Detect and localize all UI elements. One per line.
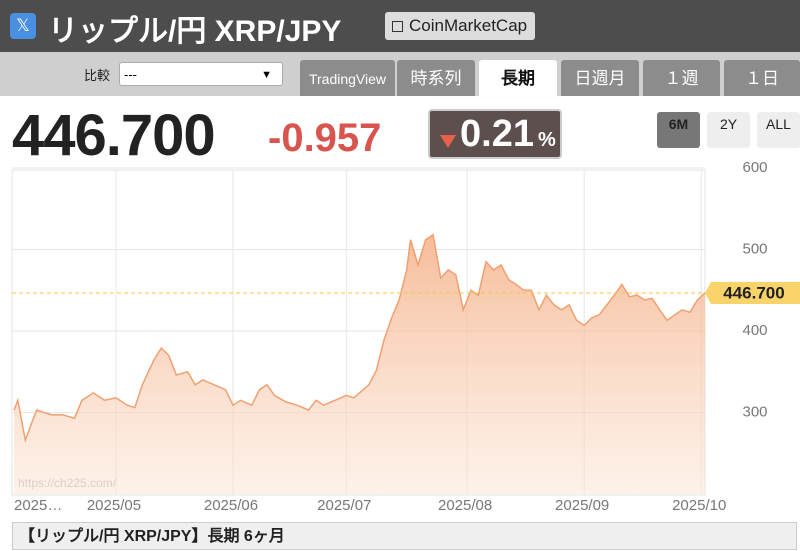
compare-label: 比較	[84, 68, 111, 83]
tab[interactable]: １週	[643, 60, 720, 96]
header: 𝕏 リップル/円 XRP/JPY CoinMarketCap	[0, 0, 800, 52]
tab[interactable]: 長期	[479, 60, 557, 96]
y-tick-label: 500	[742, 240, 767, 257]
y-tick-label: 600	[742, 159, 767, 176]
tab[interactable]: 日週月	[561, 60, 639, 96]
range-button[interactable]: ALL	[757, 112, 800, 148]
x-tick-label: 2025/08	[438, 497, 492, 514]
x-tick-label: 2025/10	[672, 497, 726, 514]
x-tick-label: 2025/09	[555, 497, 609, 514]
chart: 300 400 500 600 2025… 2025/05 2025/06 2025/07 20…	[11, 159, 800, 514]
range-button[interactable]: 2Y	[707, 112, 750, 148]
current-price-label: 446.700	[723, 283, 784, 302]
price: 446.700	[12, 103, 216, 168]
x-share-icon[interactable]: 𝕏	[10, 13, 36, 39]
x-tick-label: 2025…	[14, 497, 62, 514]
percent: 0.21	[460, 113, 534, 155]
range-button[interactable]: 6M	[657, 112, 700, 148]
y-tick-label: 300	[742, 403, 767, 420]
percent-unit: %	[538, 129, 556, 151]
compare-select[interactable]: ---	[119, 62, 283, 87]
tab[interactable]: １日	[724, 60, 800, 96]
y-tick-label: 400	[742, 322, 767, 339]
x-tick-label: 2025/07	[317, 497, 371, 514]
footer-title: 【リップル/円 XRP/JPY】長期 6ヶ月	[12, 522, 797, 550]
area-fill	[14, 234, 705, 495]
price-change: -0.957	[268, 116, 382, 160]
down-arrow	[440, 135, 456, 148]
price-line	[13, 233, 706, 443]
x-tick-label: 2025/06	[204, 497, 258, 514]
tab[interactable]: 時系列	[397, 60, 475, 96]
percent-badge: 0.21 %	[428, 109, 562, 159]
current-price-tag	[705, 281, 800, 304]
page-title: リップル/円 XRP/JPY	[48, 15, 342, 48]
x-tick-label: 2025/05	[87, 497, 141, 514]
coinmarketcap-button[interactable]: CoinMarketCap	[385, 12, 536, 40]
tab[interactable]: TradingView	[300, 60, 395, 96]
